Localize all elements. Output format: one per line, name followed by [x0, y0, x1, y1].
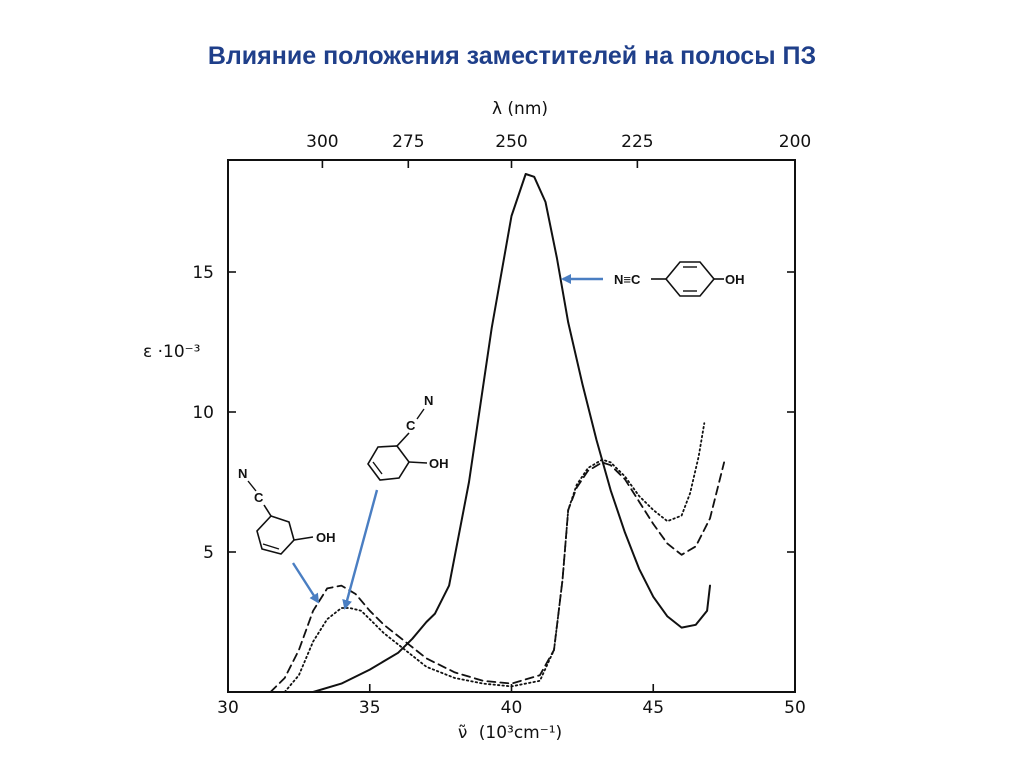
top-tick-label: 300	[306, 132, 338, 152]
top-tick-label: 200	[779, 132, 811, 152]
ortho-hydroxyl-label: OH	[429, 456, 449, 471]
slide-title: Влияние положения заместителей на полосы…	[207, 42, 817, 70]
x-axis-label: ν̃ (10³cm⁻¹)	[458, 723, 562, 743]
para-hydroxyl-label: OH	[725, 272, 745, 287]
ticks-layer: 30 35 40 45 50 300 275 250 225 200 5 10 15	[192, 132, 811, 718]
y-tick-label: 10	[192, 403, 214, 423]
x-tick-label: 35	[359, 698, 381, 718]
x-tick-label: 40	[501, 698, 523, 718]
ortho-pointer-arrow	[342, 489, 379, 610]
series-solid-para-line	[312, 173, 711, 693]
x-tick-label: 50	[784, 698, 806, 718]
para-molecule: N≡C OH	[614, 261, 745, 297]
x-tick-label: 30	[217, 698, 239, 718]
meta-nitrogen-label: N	[238, 466, 247, 481]
meta-ring	[256, 515, 295, 555]
top-tick-label: 250	[495, 132, 527, 152]
meta-molecule: N C OH	[238, 466, 336, 555]
top-axis-label: λ (nm)	[492, 99, 548, 119]
meta-hydroxyl-label: OH	[316, 530, 336, 545]
meta-pointer-arrow	[291, 562, 320, 604]
ortho-triple-bond	[416, 408, 425, 420]
ortho-molecule: N C OH	[367, 393, 449, 481]
meta-ring-double	[262, 543, 280, 550]
y-axis-symbol: ε	[143, 342, 152, 362]
ortho-bond-c	[396, 432, 410, 447]
ortho-nitrogen-label: N	[424, 393, 433, 408]
top-tick-label: 225	[621, 132, 653, 152]
x-axis-symbol: ν̃	[458, 723, 468, 743]
y-tick-label: 5	[203, 543, 214, 563]
ortho-carbon-label: C	[406, 418, 416, 433]
series-dashed-meta-line	[269, 461, 725, 693]
y-tick-label: 15	[192, 263, 214, 283]
x-tick-label: 45	[642, 698, 664, 718]
x-axis-units: (10³cm⁻¹)	[479, 723, 562, 743]
meta-carbon-label: C	[254, 490, 264, 505]
y-axis-multiplier: ·10⁻³	[158, 342, 201, 362]
para-nitrile-label: N≡C	[614, 272, 641, 287]
ortho-ring-double	[372, 461, 383, 475]
meta-bond-c	[263, 504, 272, 517]
series-layer	[269, 173, 725, 693]
y-axis-label: ε ·10⁻³	[143, 342, 200, 362]
meta-bond-oh	[293, 536, 314, 541]
series-dotted-ortho-line	[283, 422, 706, 693]
meta-triple-bond	[247, 480, 257, 492]
top-tick-label: 275	[392, 132, 424, 152]
ortho-bond-oh	[408, 461, 428, 464]
